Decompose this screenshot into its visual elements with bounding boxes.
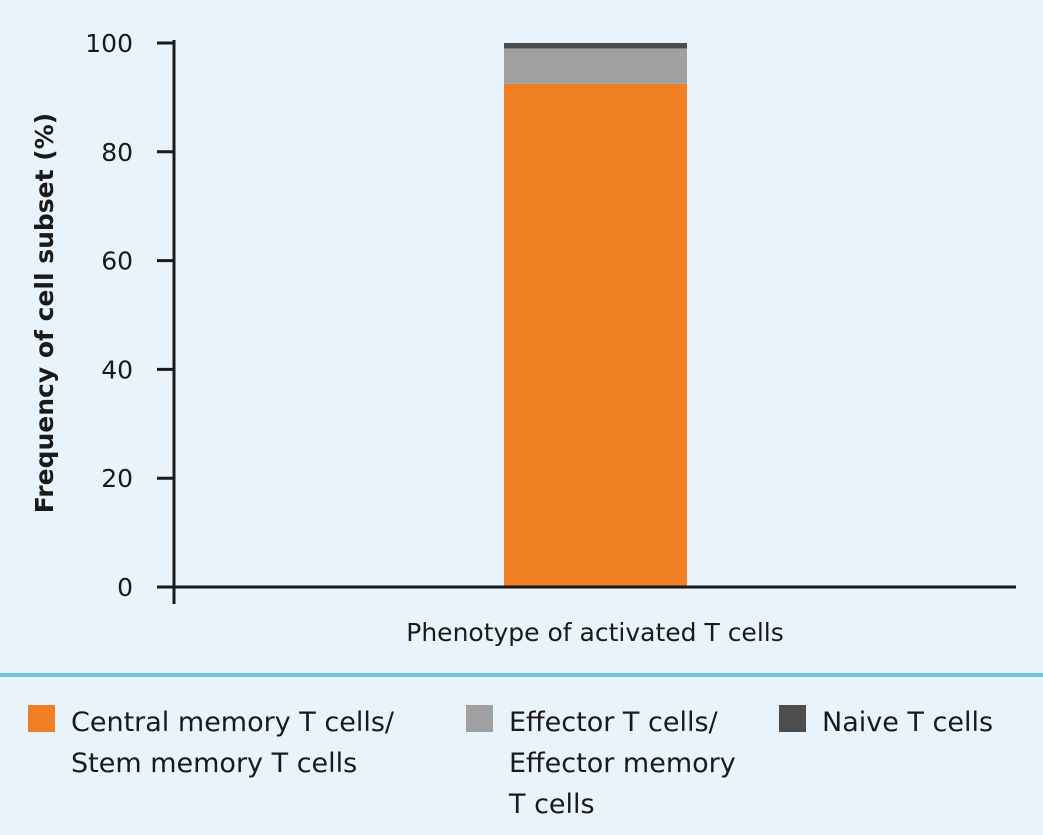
- stacked-bar-chart: 0 20 40 60 80 100 Phenotype of activated T ce…: [30, 29, 1016, 647]
- x-axis-title: Phenotype of activated T cells: [406, 618, 783, 647]
- y-tick-label: 0: [117, 573, 133, 602]
- legend-item-effector: Effector T cells/ Effector memory T cell…: [466, 702, 736, 825]
- y-tick-label: 100: [85, 29, 133, 58]
- y-axis-title: Frequency of cell subset (%): [30, 113, 59, 513]
- y-tick-label: 60: [101, 247, 133, 276]
- legend-label-naive: Naive T cells: [822, 707, 994, 738]
- y-tick-label: 20: [101, 464, 133, 493]
- legend-swatch-central-memory: [28, 705, 55, 732]
- bar-segment-central-memory: [504, 83, 687, 588]
- legend-swatch-effector: [466, 705, 493, 732]
- bar-segment-naive: [504, 43, 687, 49]
- legend-label-effector: Effector T cells/ Effector memory T cell…: [509, 707, 736, 820]
- bar-segment-effector: [504, 48, 687, 84]
- y-tick-label: 80: [101, 138, 133, 167]
- legend-item-naive: Naive T cells: [779, 702, 993, 743]
- legend-divider: [0, 673, 1043, 677]
- legend-item-central-memory: Central memory T cells/ Stem memory T ce…: [28, 702, 394, 784]
- legend-swatch-naive: [779, 705, 806, 732]
- legend-label-central-memory: Central memory T cells/ Stem memory T ce…: [71, 707, 394, 779]
- y-tick-label: 40: [101, 355, 133, 384]
